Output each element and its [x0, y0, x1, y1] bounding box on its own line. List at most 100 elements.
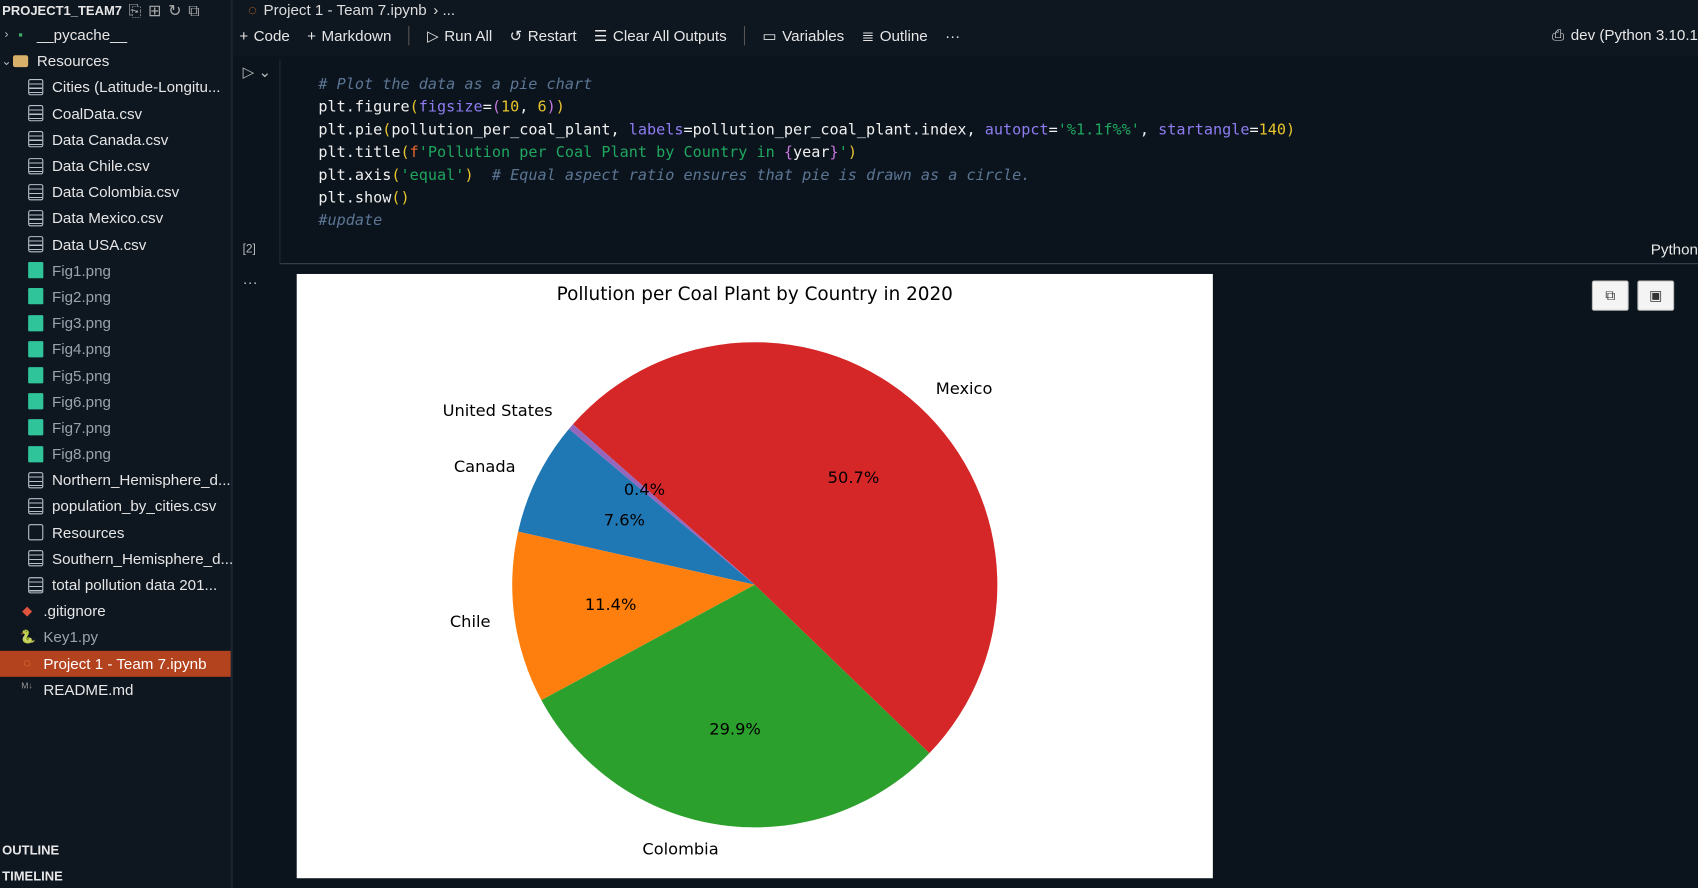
- tree-item[interactable]: Fig5.png: [0, 362, 231, 388]
- code-token: f: [409, 144, 419, 162]
- pie-slice-canada: [518, 428, 755, 585]
- timeline-section[interactable]: TIMELINE: [2, 868, 63, 884]
- tree-item[interactable]: Data Canada.csv: [0, 126, 231, 152]
- add-code-label: Code: [253, 27, 290, 45]
- jupyter-icon: ◌: [247, 1, 258, 19]
- pie-chart: Canada 7.6% Chile 11.4% Colombia 29.9% Mexico 5…: [443, 284, 998, 859]
- code-line: # Plot the data as a pie chart: [318, 74, 1295, 97]
- tree-item[interactable]: Fig8.png: [0, 441, 231, 467]
- save-output-button[interactable]: ▣: [1637, 280, 1675, 311]
- markdown-icon: M↓: [21, 681, 33, 692]
- copy-output-button[interactable]: ⧉: [1591, 280, 1629, 311]
- code-token: plt.title: [318, 144, 401, 162]
- pie-slice-mexico: [572, 342, 998, 754]
- code-token: ': [838, 144, 848, 162]
- code-token: ): [847, 144, 857, 162]
- tree-item[interactable]: Northern_Hemisphere_d...: [0, 467, 231, 493]
- tree-item[interactable]: Southern_Hemisphere_d...: [0, 546, 233, 572]
- run-all-button[interactable]: ▷ Run All: [427, 27, 492, 45]
- tree-item-label: Fig6.png: [51, 392, 111, 411]
- list-icon: ≣: [861, 26, 875, 44]
- code-cell[interactable]: [279, 59, 1698, 265]
- code-token: ): [546, 98, 556, 116]
- tree-item[interactable]: 🐍 Key1.py: [0, 624, 231, 650]
- variables-button[interactable]: ▭ Variables: [762, 27, 844, 45]
- tree-item[interactable]: Fig2.png: [0, 284, 231, 310]
- tree-item-label: __pycache__: [36, 26, 128, 44]
- tree-item[interactable]: Data USA.csv: [0, 231, 231, 257]
- outline-section[interactable]: OUTLINE: [2, 842, 60, 858]
- tree-item-label: Data Colombia.csv: [51, 183, 180, 201]
- outline-button[interactable]: ≣ Outline: [862, 27, 928, 45]
- tree-item-label: Key1.py: [43, 628, 99, 646]
- collapse-all-icon[interactable]: ⧉: [188, 1, 200, 21]
- kernel-picker[interactable]: ⎙ dev (Python 3.10.1: [1552, 26, 1698, 44]
- code-token: 'Pollution per Coal Plant by Country in: [418, 144, 784, 162]
- pie-slice-colombia: [541, 584, 930, 828]
- tree-item[interactable]: M↓ README.md: [0, 676, 231, 702]
- doc-icon: [28, 236, 44, 253]
- tree-item[interactable]: CoalData.csv: [0, 100, 231, 126]
- variables-icon: ▭: [762, 26, 777, 44]
- add-markdown-label: Markdown: [321, 27, 392, 45]
- new-file-icon[interactable]: ⎘: [128, 1, 142, 21]
- code-token: (: [391, 189, 401, 207]
- tree-item-label: Resources: [51, 523, 125, 542]
- tree-item[interactable]: › ▪ __pycache__: [0, 22, 231, 48]
- code-token: ,: [1139, 121, 1159, 139]
- tree-item[interactable]: Fig4.png: [0, 336, 231, 362]
- cell-language[interactable]: Python: [1650, 240, 1698, 258]
- tree-item[interactable]: ◌ Project 1 - Team 7.ipynb: [0, 650, 231, 677]
- code-token: ): [464, 166, 474, 185]
- code-token: labels: [628, 121, 684, 139]
- add-markdown-button[interactable]: + Markdown: [307, 27, 391, 44]
- code-line: plt.axis('equal') # Equal aspect ratio e…: [318, 165, 1295, 188]
- variables-label: Variables: [782, 27, 845, 45]
- add-code-button[interactable]: + Code: [239, 27, 290, 44]
- more-button[interactable]: ···: [945, 27, 961, 45]
- python-icon: 🐍: [19, 629, 36, 645]
- code-token: (: [491, 98, 501, 116]
- kernel-label: dev (Python 3.10.1: [1570, 25, 1698, 44]
- code-token: (: [382, 121, 392, 139]
- tree-item[interactable]: Data Mexico.csv: [0, 205, 231, 231]
- restart-button[interactable]: ↺ Restart: [510, 27, 577, 45]
- tree-item-label: total pollution data 201...: [51, 576, 218, 594]
- run-cell-icon[interactable]: ▷ ⌄: [242, 62, 272, 81]
- folder-icon: [12, 54, 29, 67]
- tree-item[interactable]: Fig7.png: [0, 415, 231, 441]
- img-icon: [28, 340, 44, 358]
- refresh-icon[interactable]: ↻: [168, 2, 182, 21]
- tree-item[interactable]: Fig1.png: [0, 257, 231, 283]
- code-token: '%1.1f%%': [1057, 121, 1140, 139]
- chevron-icon: ›: [4, 28, 9, 42]
- output-more-icon[interactable]: ···: [242, 272, 258, 291]
- chevron-icon: ⌄: [1, 54, 12, 68]
- code-token: # Plot the data as a pie chart: [318, 75, 593, 94]
- breadcrumb-file[interactable]: Project 1 - Team 7.ipynb: [263, 1, 427, 19]
- tree-item[interactable]: Cities (Latitude-Longitu...: [0, 74, 231, 100]
- tree-item-label: Data Canada.csv: [51, 130, 169, 149]
- img-icon: [28, 262, 44, 279]
- clear-outputs-button[interactable]: ☰ Clear All Outputs: [594, 27, 727, 45]
- code-token: #update: [318, 212, 383, 230]
- doc-icon: [28, 105, 44, 122]
- code-editor[interactable]: # Plot the data as a pie chart plt.figure…: [318, 74, 1295, 233]
- tree-item[interactable]: ⌄ Resources: [0, 48, 231, 74]
- tree-item[interactable]: Data Colombia.csv: [0, 179, 231, 205]
- doc-icon: [28, 498, 44, 515]
- new-folder-icon[interactable]: ⊞: [148, 2, 162, 21]
- execution-count: [2]: [242, 242, 256, 256]
- tree-item[interactable]: Data Chile.csv: [0, 153, 231, 179]
- restart-icon: ↺: [509, 26, 523, 44]
- tree-item[interactable]: ◆ .gitignore: [0, 598, 231, 624]
- tree-item[interactable]: total pollution data 201...: [0, 572, 231, 598]
- breadcrumb-rest[interactable]: › ...: [433, 1, 456, 19]
- tree-item[interactable]: Resources: [0, 519, 231, 545]
- tree-item[interactable]: Fig3.png: [0, 310, 231, 336]
- tree-item[interactable]: Fig6.png: [0, 388, 231, 414]
- jupyter-icon: ◌: [23, 655, 31, 671]
- tree-item-label: Fig8.png: [51, 445, 111, 463]
- tree-item[interactable]: population_by_cities.csv: [0, 493, 231, 519]
- code-line: plt.title(f'Pollution per Coal Plant by …: [318, 142, 1295, 165]
